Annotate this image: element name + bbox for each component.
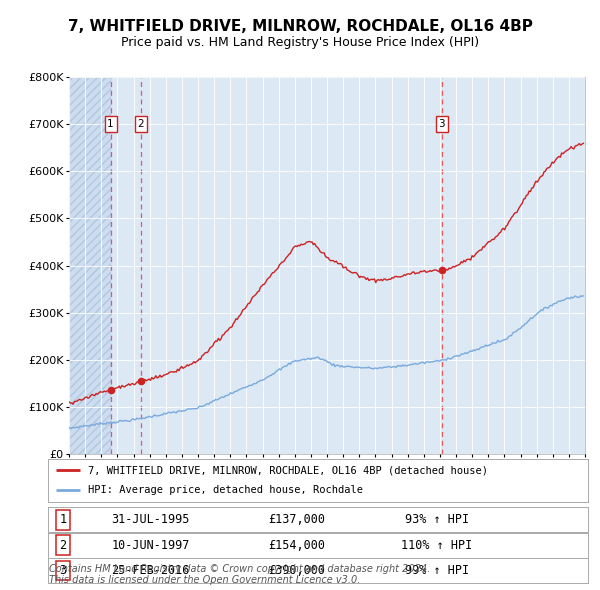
Text: 31-JUL-1995: 31-JUL-1995 [112, 513, 190, 526]
Bar [69, 77, 110, 454]
Text: 99% ↑ HPI: 99% ↑ HPI [405, 564, 469, 577]
Text: 3: 3 [59, 564, 67, 577]
Bar [69, 77, 110, 454]
Text: £154,000: £154,000 [268, 539, 325, 552]
Text: Price paid vs. HM Land Registry's House Price Index (HPI): Price paid vs. HM Land Registry's House … [121, 36, 479, 49]
Text: 93% ↑ HPI: 93% ↑ HPI [405, 513, 469, 526]
Text: 1: 1 [107, 119, 114, 129]
Text: 2: 2 [59, 539, 67, 552]
Text: £137,000: £137,000 [268, 513, 325, 526]
Text: 2: 2 [137, 119, 144, 129]
Text: £390,000: £390,000 [268, 564, 325, 577]
Text: 7, WHITFIELD DRIVE, MILNROW, ROCHDALE, OL16 4BP: 7, WHITFIELD DRIVE, MILNROW, ROCHDALE, O… [68, 19, 532, 34]
Text: 10-JUN-1997: 10-JUN-1997 [112, 539, 190, 552]
Text: HPI: Average price, detached house, Rochdale: HPI: Average price, detached house, Roch… [89, 485, 364, 495]
Text: 3: 3 [439, 119, 445, 129]
Text: 1: 1 [59, 513, 67, 526]
Text: 7, WHITFIELD DRIVE, MILNROW, ROCHDALE, OL16 4BP (detached house): 7, WHITFIELD DRIVE, MILNROW, ROCHDALE, O… [89, 466, 488, 476]
Text: 110% ↑ HPI: 110% ↑ HPI [401, 539, 472, 552]
Text: Contains HM Land Registry data © Crown copyright and database right 2024.
This d: Contains HM Land Registry data © Crown c… [49, 563, 430, 585]
Text: 25-FEB-2016: 25-FEB-2016 [112, 564, 190, 577]
